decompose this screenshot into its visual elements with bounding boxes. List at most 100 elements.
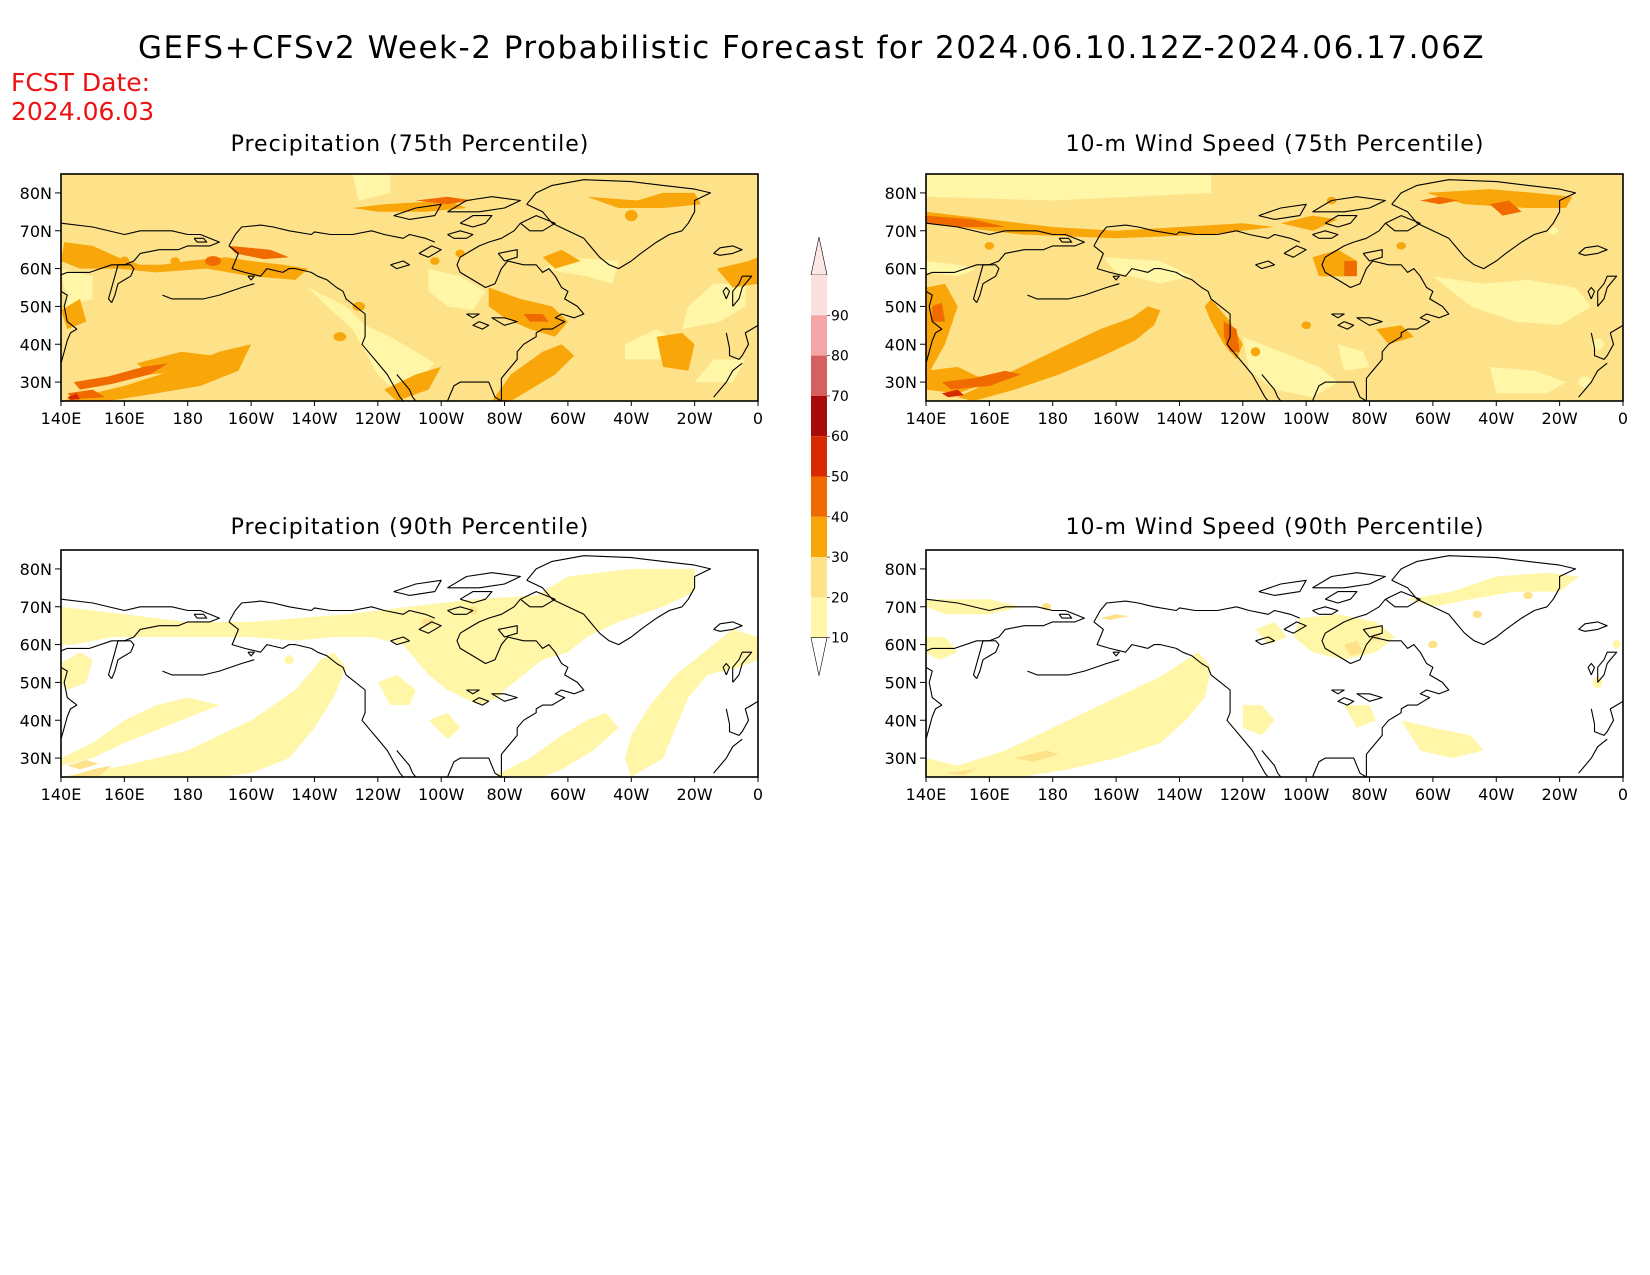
coastline-segment (497, 625, 518, 638)
coastline-segment (472, 321, 490, 330)
colorbar-label: 80 (831, 349, 849, 365)
probability-region (1401, 720, 1484, 759)
coastline-segment (456, 598, 585, 777)
coastline-segment (107, 640, 135, 679)
coastline-segment (972, 264, 1000, 303)
probability-region (1344, 640, 1364, 656)
lon-tick-label: 180 (172, 785, 203, 804)
probability-cell (455, 249, 465, 258)
colorbar: 10 20 30 40 50 60 70 80 90 (810, 236, 849, 676)
map-frame (60, 173, 759, 402)
lat-tick-label: 40N (885, 335, 917, 354)
probability-region (1489, 200, 1522, 216)
probability-region (67, 393, 80, 400)
coastline-segment (1391, 555, 1577, 646)
map-panel-wind-75: 80N 70N 60N 50N 40N 30N 140E 160E 180 160W 140W 120… (885, 173, 1628, 428)
coastline (61, 555, 758, 777)
coastline-segment (228, 245, 404, 401)
panel-title-precip-90: Precipitation (90th Percentile) (230, 515, 590, 540)
probability-region (1407, 572, 1579, 607)
lat-tick-label: 30N (20, 749, 52, 768)
probability-region (1420, 196, 1459, 205)
colorbar-swatch (811, 516, 827, 558)
lat-tick-label: 80N (885, 184, 917, 203)
map-axes: 80N 70N 60N 50N 40N 30N 140E 160E 180 160W 140W 120… (885, 184, 1628, 428)
lon-tick-label: 100W (1283, 785, 1330, 804)
lon-tick-label: 60W (1415, 785, 1451, 804)
coastline-segment (1331, 313, 1345, 319)
probability-shading (61, 174, 758, 401)
map-frame (925, 173, 1624, 402)
colorbar-label: 90 (831, 308, 849, 324)
probability-region (624, 629, 758, 777)
probability-region (384, 366, 442, 401)
lon-tick-label: 20W (1542, 785, 1578, 804)
probability-region (941, 389, 964, 398)
lon-tick-label: 160E (969, 409, 1010, 428)
coastline-segment (459, 591, 493, 604)
lat-tick-label: 30N (885, 373, 917, 392)
lon-tick-label: 60W (1415, 409, 1451, 428)
coastline-segment (446, 757, 502, 777)
lat-tick-label: 80N (885, 560, 917, 579)
probability-cell (422, 618, 435, 626)
coastline-segment (1362, 249, 1383, 262)
panel-title-precip-75: Precipitation (75th Percentile) (230, 132, 590, 157)
coastline-segment (466, 689, 480, 695)
lon-tick-label: 0 (753, 409, 763, 428)
coastline-segment (1590, 324, 1623, 360)
colorbar-swatch (811, 476, 827, 517)
lon-tick-label: 100W (418, 409, 465, 428)
probability-region (61, 268, 93, 307)
coastline-segment (972, 640, 1000, 679)
coastline-segment (1578, 738, 1608, 774)
coastline-segment (1312, 572, 1386, 589)
lon-tick-label: 100W (1283, 409, 1330, 428)
coastline-segment (520, 591, 556, 608)
probability-region (656, 332, 695, 371)
lon-tick-label: 120W (355, 785, 402, 804)
coastline-segment (390, 636, 411, 646)
coastline-segment (1312, 606, 1339, 615)
coastline-segment (393, 579, 442, 596)
colorbar-swatch (811, 557, 827, 598)
coastline-segment (393, 203, 442, 220)
coastline-segment (713, 245, 743, 256)
colorbar-swatch (811, 355, 827, 396)
coastline-segment (162, 283, 255, 300)
colorbar-label: 30 (831, 550, 849, 566)
coastline-segment (1337, 321, 1355, 330)
colorbar-swatch (811, 436, 827, 477)
probability-region (542, 249, 581, 269)
probability-cell (333, 332, 347, 342)
probability-region (61, 652, 93, 690)
probability-region (682, 283, 746, 330)
probability-region (67, 765, 112, 777)
coastline-segment (193, 613, 208, 619)
probability-region (352, 174, 391, 201)
lat-tick-label: 60N (20, 636, 52, 655)
lon-tick-label: 20W (677, 785, 713, 804)
probability-region (523, 314, 549, 322)
coastline-segment (1058, 613, 1073, 619)
probability-region (1103, 257, 1193, 284)
colorbar-swatch (811, 315, 827, 356)
lon-tick-label: 80W (1351, 785, 1387, 804)
probability-region (228, 245, 290, 260)
coastline-segment (1258, 203, 1307, 220)
lon-tick-label: 180 (1037, 409, 1068, 428)
coastline-segment (1058, 237, 1073, 243)
map-axes: 80N 70N 60N 50N 40N 30N 140E 160E 180 160W 140W 120… (20, 560, 763, 804)
coastline-segment (418, 621, 442, 634)
probability-cell (1472, 610, 1483, 619)
lon-tick-label: 140E (906, 785, 947, 804)
coastline-segment (1311, 381, 1367, 401)
lon-tick-label: 120W (355, 409, 402, 428)
coastline-segment (228, 600, 436, 623)
probability-cell (430, 257, 440, 265)
probability-region (1344, 705, 1376, 728)
coastline-segment (1597, 275, 1618, 307)
colorbar-label: 60 (831, 429, 849, 445)
lat-tick-label: 80N (20, 560, 52, 579)
coastline-segment (1311, 757, 1367, 777)
